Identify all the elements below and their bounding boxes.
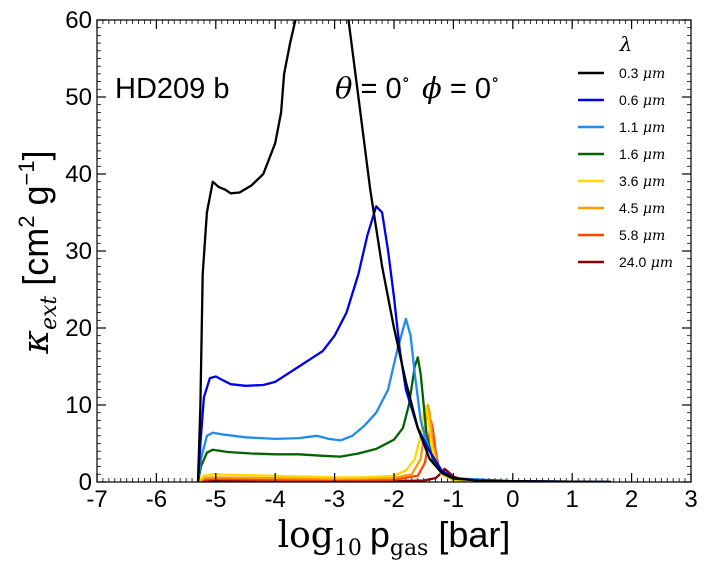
x-tick-label: -7 [86, 486, 107, 513]
y-tick-label: 20 [65, 315, 92, 342]
legend-label: 0.6 μm [619, 92, 665, 109]
x-tick-label: -2 [383, 486, 404, 513]
legend-title: λ [619, 32, 633, 56]
y-axis-label: κext [cm2 g−1] [14, 150, 62, 354]
legend-label: 24.0 μm [619, 254, 673, 271]
planet-label: HD209 b [115, 73, 229, 105]
y-tick-label: 0 [79, 469, 92, 496]
legend-label: 1.1 μm [619, 119, 665, 136]
x-tick-label: -5 [205, 486, 226, 513]
major-ticks [96, 19, 692, 483]
series-line-1-6um [196, 356, 611, 482]
series-line-0-3um [196, 20, 611, 482]
angle-label: θ = 0∘ ϕ = 0∘ [335, 70, 499, 105]
x-tick-labels: -7 -6 -5 -4 -3 -2 -1 0 1 2 3 [86, 486, 697, 513]
y-tick-label: 30 [65, 238, 92, 265]
x-tick-label: -3 [324, 486, 345, 513]
y-tick-labels: 0 10 20 30 40 50 60 [65, 7, 92, 496]
y-tick-label: 60 [65, 7, 92, 34]
y-tick-label: 50 [65, 84, 92, 111]
y-tick-label: 10 [65, 392, 92, 419]
y-tick-label: 40 [65, 161, 92, 188]
legend-label: 3.6 μm [619, 173, 665, 190]
series-line-0-6um [196, 205, 611, 482]
x-tick-label: 0 [506, 486, 519, 513]
x-tick-label: 3 [684, 486, 697, 513]
x-tick-label: -1 [443, 486, 464, 513]
x-tick-label: 2 [625, 486, 638, 513]
x-axis-label: log10 pgas [bar] [278, 514, 511, 561]
legend-label: 4.5 μm [619, 200, 665, 217]
legend-label: 0.3 μm [619, 65, 665, 82]
series-layer [196, 20, 611, 482]
x-tick-label: -4 [265, 486, 286, 513]
legend-label: 1.6 μm [619, 146, 665, 163]
legend-label: 5.8 μm [619, 227, 665, 244]
legend: 0.3 μm 0.6 μm 1.1 μm 1.6 μm 3.6 μm 4.5 μm 5.8 … [578, 65, 673, 271]
x-tick-label: 1 [566, 486, 579, 513]
x-tick-label: -6 [146, 486, 167, 513]
